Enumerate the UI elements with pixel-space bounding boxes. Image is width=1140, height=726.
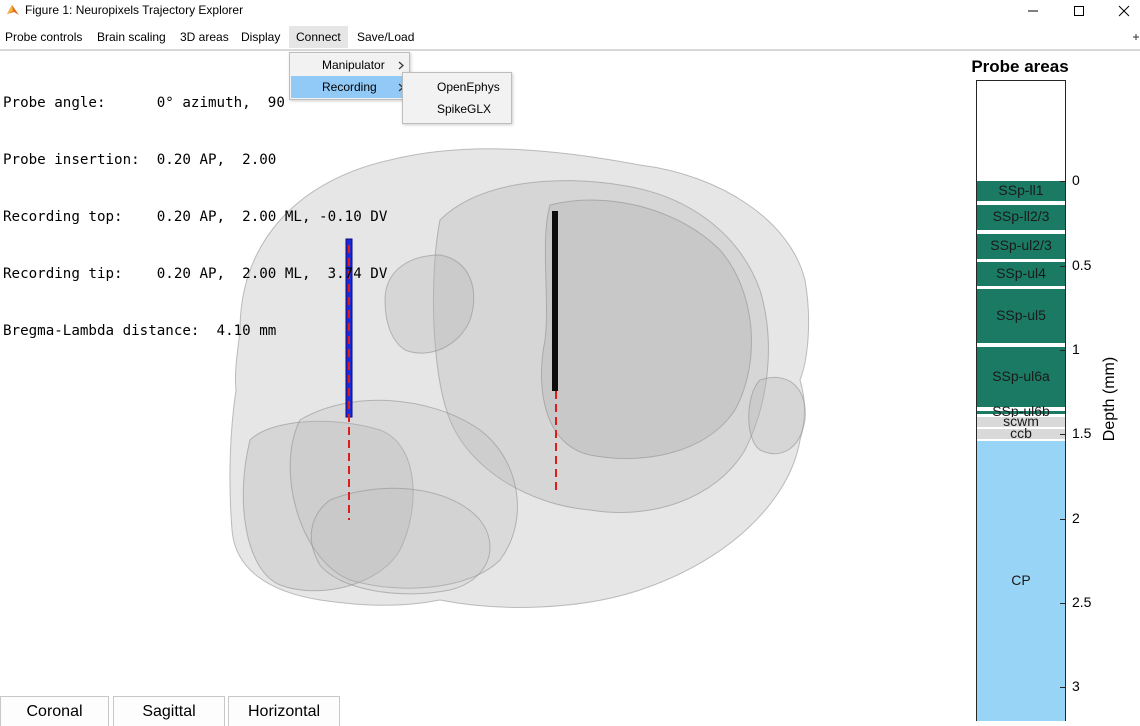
probe-areas-title: Probe areas (971, 57, 1069, 76)
depth-tick-label: 0.5 (1072, 256, 1092, 273)
area-label: SSp-ul6a (992, 367, 1050, 384)
toolbar-pin-icon[interactable] (1132, 32, 1140, 42)
minimize-icon (1027, 10, 1038, 12)
menu-item-recording[interactable]: Recording (291, 76, 408, 98)
menu-brain-scaling[interactable]: Brain scaling (97, 30, 166, 44)
chevron-right-icon (398, 61, 404, 70)
menu-item-spikeglx[interactable]: SpikeGLX (404, 98, 510, 120)
area-segment (977, 233, 1065, 259)
depth-tick (1060, 265, 1066, 267)
horizontal-button[interactable]: Horizontal (228, 696, 340, 726)
info-probe-angle: Probe angle: 0° azimuth, 90 (3, 95, 285, 111)
area-label: SSp-ul5 (996, 307, 1046, 324)
area-segment (977, 410, 1065, 414)
menu-connect[interactable]: Connect (289, 26, 348, 48)
menu-separator (0, 49, 1140, 51)
minimize-button[interactable] (1010, 0, 1055, 22)
menu-item-manipulator-label: Manipulator (322, 58, 385, 72)
area-segment (977, 289, 1065, 344)
hippocampus (384, 254, 475, 354)
depth-tick (1060, 602, 1066, 604)
brainstem (310, 487, 491, 595)
depth-tick-label: 1.5 (1072, 425, 1092, 442)
menu-item-openephys[interactable]: OpenEphys (404, 76, 510, 98)
probe-2 (552, 211, 558, 391)
area-segment (977, 346, 1065, 408)
menu-item-spikeglx-label: SpikeGLX (437, 102, 492, 116)
depth-tick-label: 1 (1072, 340, 1080, 357)
info-recording-top: Recording top: 0.20 AP, 2.00 ML, -0.10 D… (3, 209, 388, 225)
matlab-icon (7, 5, 19, 15)
area-label: CP (1011, 571, 1031, 588)
area-label: SSp-ul6b (992, 403, 1050, 420)
depth-axis-label: Depth (mm) (1101, 356, 1118, 442)
midbrain (289, 399, 518, 589)
inner-structure (540, 199, 752, 460)
menu-save-load[interactable]: Save/Load (357, 30, 415, 44)
depth-tick (1060, 349, 1066, 351)
depth-tick (1060, 518, 1066, 520)
title-bar: Figure 1: Neuropixels Trajectory Explore… (0, 0, 1140, 22)
olfactory-bulb (748, 376, 806, 455)
depth-tick (1060, 434, 1066, 436)
maximize-button[interactable] (1056, 0, 1101, 22)
menu-bar: Probe controls Brain scaling 3D areas Di… (0, 26, 1140, 48)
recording-submenu: OpenEphys SpikeGLX (402, 72, 512, 124)
area-label: SSp-ul4 (996, 264, 1046, 281)
close-button[interactable] (1101, 0, 1140, 22)
depth-tick-label: 3 (1072, 678, 1080, 695)
area-label: SSp-ll1 (998, 182, 1044, 199)
depth-tick (1060, 181, 1066, 183)
area-segment (977, 417, 1065, 428)
info-bregma-lambda: Bregma-Lambda distance: 4.10 mm (3, 323, 277, 339)
menu-item-openephys-label: OpenEphys (437, 80, 500, 94)
connect-menu: Manipulator Recording (289, 52, 410, 100)
info-recording-tip: Recording tip: 0.20 AP, 2.00 ML, 3.74 DV (3, 266, 388, 282)
menu-probe-controls[interactable]: Probe controls (5, 30, 83, 44)
area-label: ccb (1010, 425, 1032, 442)
cortex-hemisphere (432, 180, 769, 513)
menu-item-manipulator[interactable]: Manipulator (291, 54, 408, 76)
close-icon (1118, 5, 1129, 17)
coronal-button[interactable]: Coronal (0, 696, 109, 726)
area-segment (977, 440, 1065, 721)
depth-tick (1060, 687, 1066, 689)
depth-tick-label: 2 (1072, 509, 1080, 526)
area-segment (977, 181, 1065, 202)
area-segment (977, 262, 1065, 286)
depth-tick-label: 0 (1072, 172, 1080, 189)
area-segment (977, 204, 1065, 231)
sagittal-button[interactable]: Sagittal (113, 696, 225, 726)
cerebellum (242, 420, 414, 592)
area-segment (977, 429, 1065, 440)
depth-tick-label: 2.5 (1072, 593, 1092, 610)
brain-outline (229, 148, 810, 608)
menu-display[interactable]: Display (241, 30, 281, 44)
area-label: SSp-ll2/3 (992, 208, 1050, 225)
probe-info: Probe angle: 0° azimuth, 90 Probe insert… (3, 56, 387, 360)
info-probe-insertion: Probe insertion: 0.20 AP, 2.00 (3, 152, 277, 168)
area-label: SSp-ul2/3 (990, 237, 1052, 254)
area-label: scwm (1003, 413, 1039, 430)
maximize-icon (1073, 6, 1084, 16)
window-title: Figure 1: Neuropixels Trajectory Explore… (25, 3, 244, 17)
menu-3d-areas[interactable]: 3D areas (180, 30, 229, 44)
menu-item-recording-label: Recording (322, 80, 377, 94)
